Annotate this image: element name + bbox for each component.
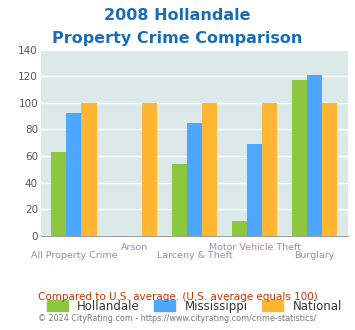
Bar: [66, 114, 81, 236]
Bar: [81, 103, 97, 236]
Bar: [292, 80, 307, 236]
Bar: [307, 75, 322, 236]
Text: Arson: Arson: [121, 243, 148, 251]
Bar: [262, 103, 277, 236]
Text: 2008 Hollandale: 2008 Hollandale: [104, 8, 251, 23]
Bar: [247, 144, 262, 236]
Text: Larceny & Theft: Larceny & Theft: [157, 251, 232, 260]
Text: Burglary: Burglary: [295, 251, 335, 260]
Bar: [172, 164, 187, 236]
Bar: [51, 152, 66, 236]
Bar: [142, 103, 157, 236]
Text: Compared to U.S. average. (U.S. average equals 100): Compared to U.S. average. (U.S. average …: [38, 292, 317, 302]
Text: © 2024 CityRating.com - https://www.cityrating.com/crime-statistics/: © 2024 CityRating.com - https://www.city…: [38, 314, 317, 323]
Bar: [202, 103, 217, 236]
Bar: [232, 221, 247, 236]
Text: All Property Crime: All Property Crime: [31, 251, 117, 260]
Legend: Hollandale, Mississippi, National: Hollandale, Mississippi, National: [47, 300, 342, 313]
Bar: [187, 123, 202, 236]
Text: Property Crime Comparison: Property Crime Comparison: [52, 31, 303, 46]
Text: Motor Vehicle Theft: Motor Vehicle Theft: [209, 243, 301, 251]
Bar: [322, 103, 337, 236]
